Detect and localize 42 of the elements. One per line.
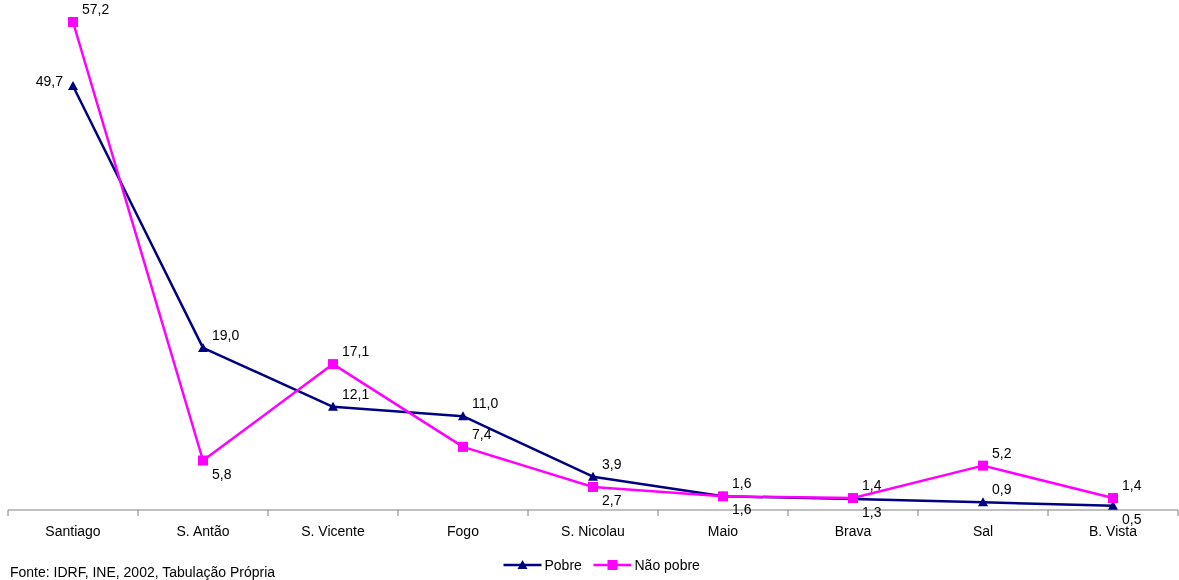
data-label: 57,2 (82, 1, 110, 17)
data-label: 12,1 (342, 385, 370, 402)
point (198, 455, 208, 466)
data-label: 5,2 (992, 444, 1012, 461)
x-tick-label: Sal (972, 523, 994, 539)
data-label: 49,7 (35, 72, 64, 89)
legend-label: Pobre (544, 557, 583, 573)
point (978, 497, 988, 507)
point (328, 359, 338, 370)
data-label: 1,3 (862, 503, 882, 520)
data-label: 0,5 (1122, 510, 1142, 527)
data-label: 1,4 (862, 477, 882, 494)
data-label: 11,0 (472, 395, 499, 412)
point (68, 80, 78, 90)
point (328, 401, 338, 411)
point (198, 342, 208, 352)
data-label: 17,1 (342, 343, 370, 360)
data-label: 1,6 (732, 501, 752, 518)
point (68, 17, 78, 27)
data-label: 19,0 (212, 326, 240, 343)
source-note: Fonte: IDRF, INE, 2002, Tabulação Própria (10, 564, 276, 580)
point (458, 441, 468, 452)
data-label: 2,7 (602, 491, 622, 508)
x-tick-label: Maio (707, 523, 739, 539)
data-label: 1,6 (732, 475, 752, 492)
data-label: 1,4 (1122, 477, 1142, 494)
data-label: 3,9 (602, 455, 622, 472)
point (588, 481, 598, 492)
x-tick-label: Fogo (447, 523, 480, 539)
x-tick-label: Santiago (45, 523, 101, 539)
point (978, 460, 988, 471)
x-tick-label: S. Vicente (301, 523, 365, 539)
data-label: 7,4 (472, 425, 492, 442)
x-tick-label: S. Antão (176, 523, 230, 539)
point (458, 411, 468, 421)
x-tick-label: Brava (834, 523, 872, 539)
point (1108, 493, 1118, 504)
x-tick-label: S. Nicolau (561, 523, 625, 539)
data-label: 0,9 (992, 481, 1012, 498)
data-label: 5,8 (212, 465, 232, 482)
point (588, 471, 598, 481)
legend-label: Não pobre (634, 557, 701, 573)
